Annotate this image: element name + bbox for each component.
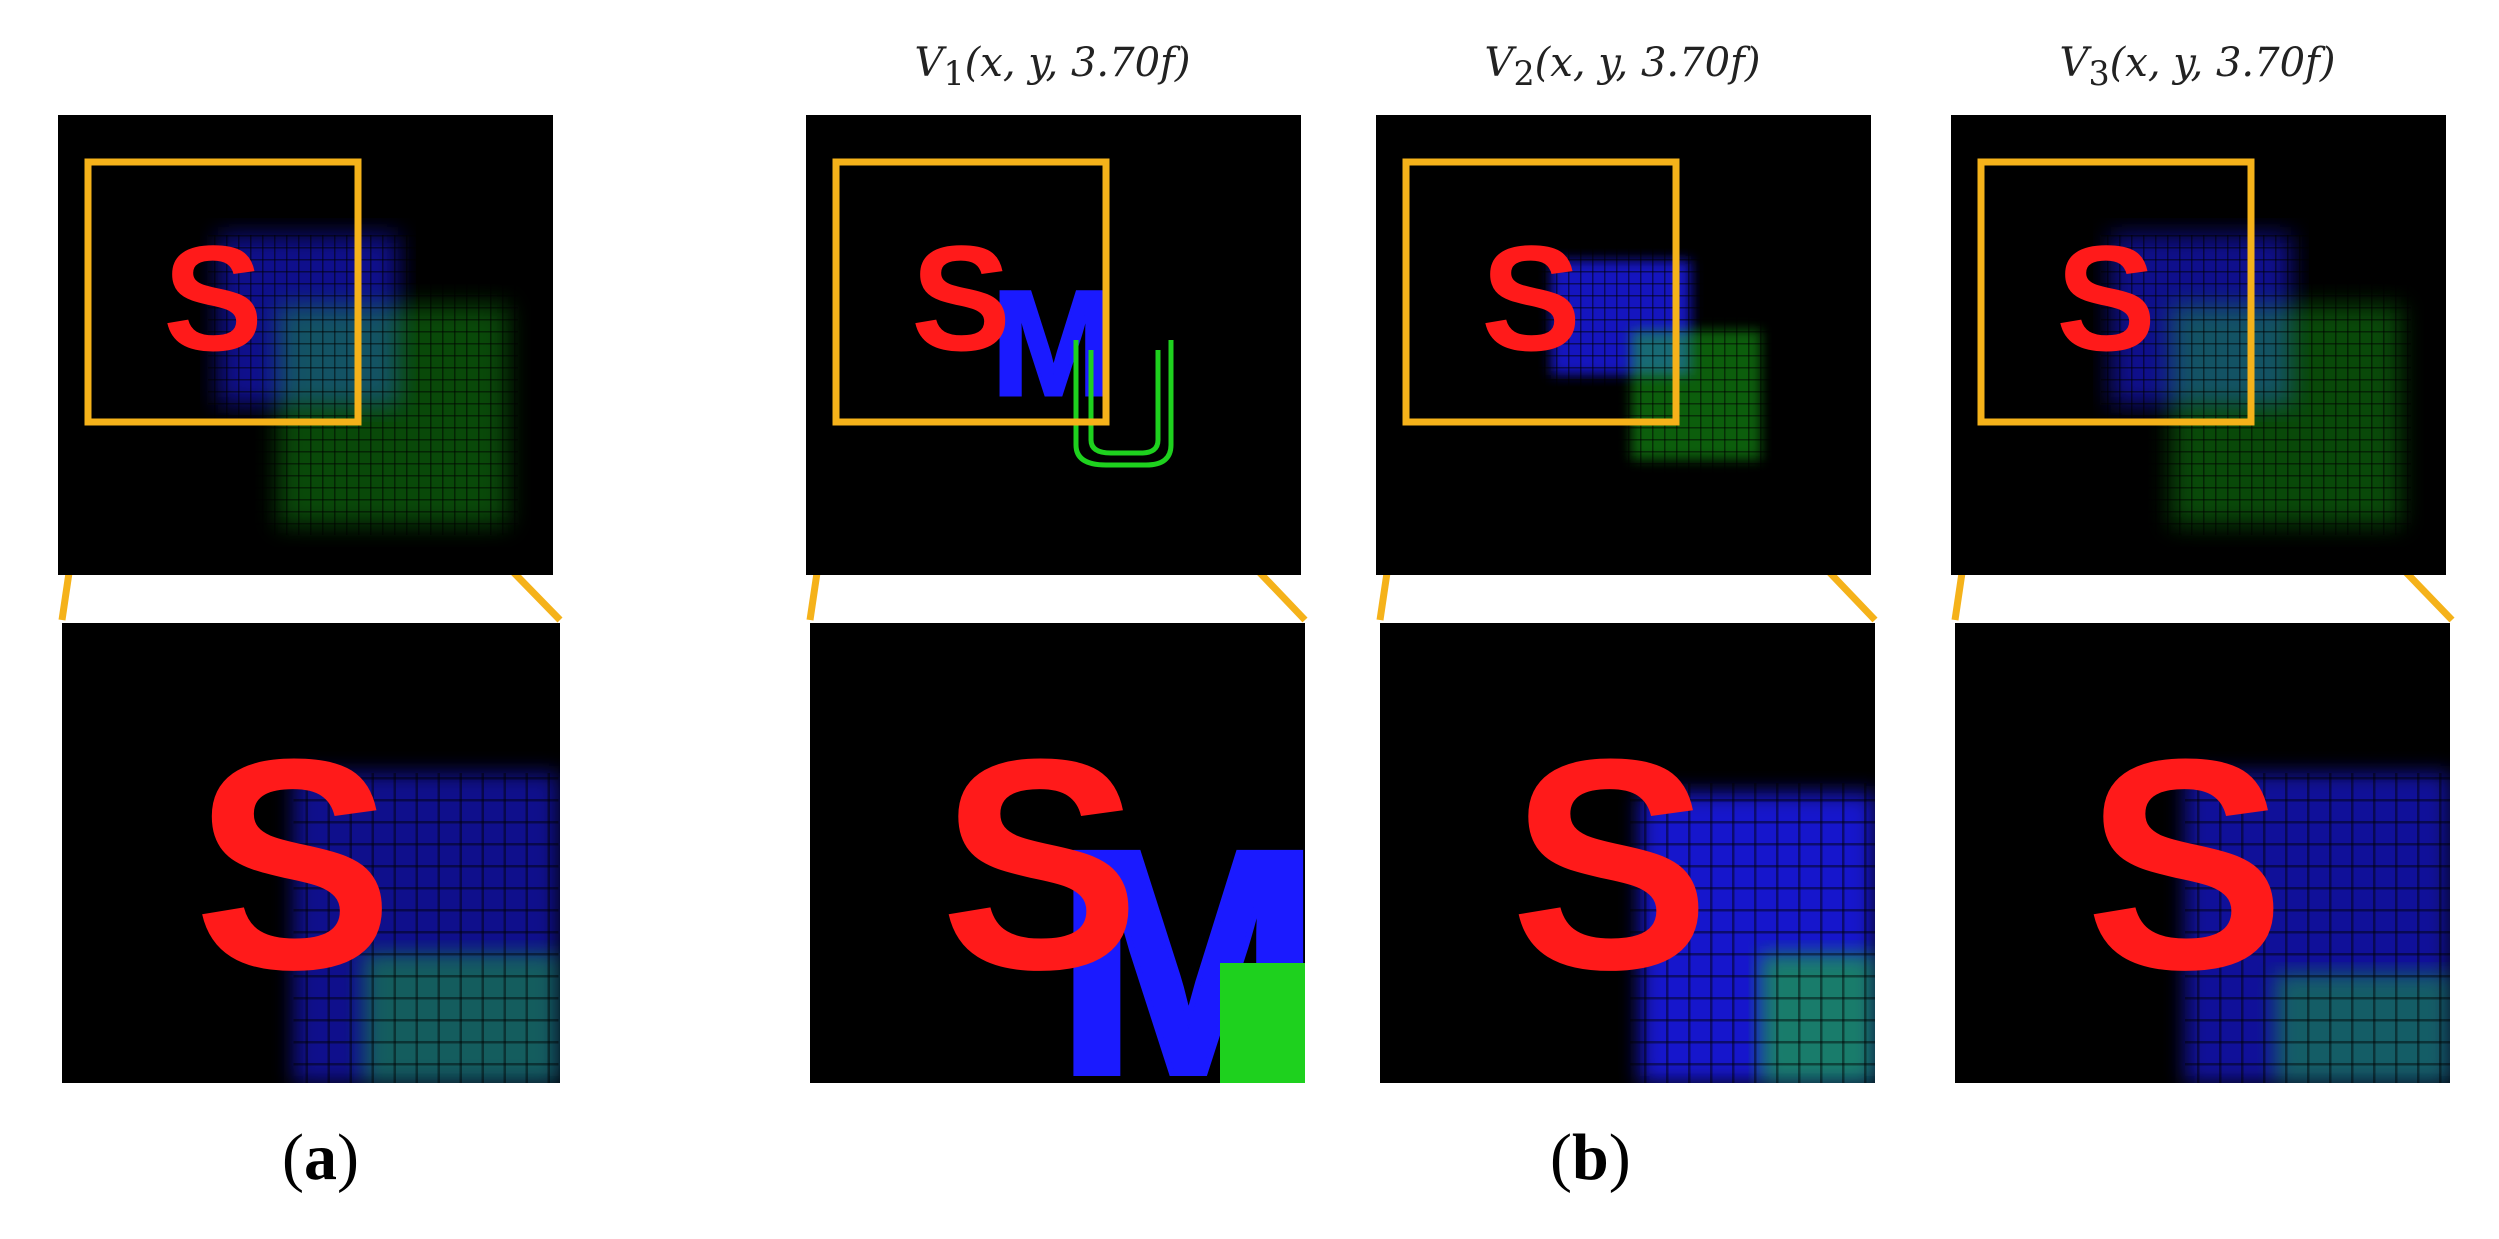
letter-s: S (2056, 214, 2156, 382)
panel-a-overview: S (58, 115, 553, 575)
caption-a: (a) (282, 1121, 359, 1194)
letter-s-zoom: S (194, 696, 394, 1032)
caption-b: (b) (1550, 1121, 1631, 1194)
panel-b1-title: V1(x, y, 3.70f) (914, 40, 1191, 93)
panel-b3-overview-image: S (1977, 158, 2411, 535)
panel-a-overview-image: S (84, 158, 518, 535)
letter-s: S (911, 214, 1011, 382)
panel-b2-overview: S (1376, 115, 1871, 575)
panel-b1-zoom-image: M S (940, 696, 1305, 1083)
letter-m: M (991, 259, 1116, 427)
panel-b3-zoom: S (1955, 623, 2450, 1083)
letter-s-zoom: S (2085, 696, 2285, 1032)
panel-b2-zoom-image: S (1510, 696, 1875, 1083)
panel-b1-overview-image: M S (832, 158, 1174, 468)
panel-b3-zoom-image: S (2085, 696, 2450, 1083)
panel-b2-overview-image: S (1402, 158, 1786, 475)
panel-b2-zoom: S (1380, 623, 1875, 1083)
panel-b3-overview: S (1951, 115, 2446, 575)
letter-s-zoom: S (940, 696, 1140, 1032)
panel-b3-title: V3(x, y, 3.70f) (2059, 40, 2336, 93)
letter-s: S (1481, 214, 1581, 382)
letter-s: S (163, 214, 263, 382)
panel-a-zoom-image: S (194, 696, 559, 1083)
panel-b1-zoom: M S (810, 623, 1305, 1083)
panel-b2-title: V2(x, y, 3.70f) (1484, 40, 1761, 93)
letter-s-zoom: S (1510, 696, 1710, 1032)
panel-b1-overview: M S (806, 115, 1301, 575)
panel-a-zoom: S (62, 623, 560, 1083)
